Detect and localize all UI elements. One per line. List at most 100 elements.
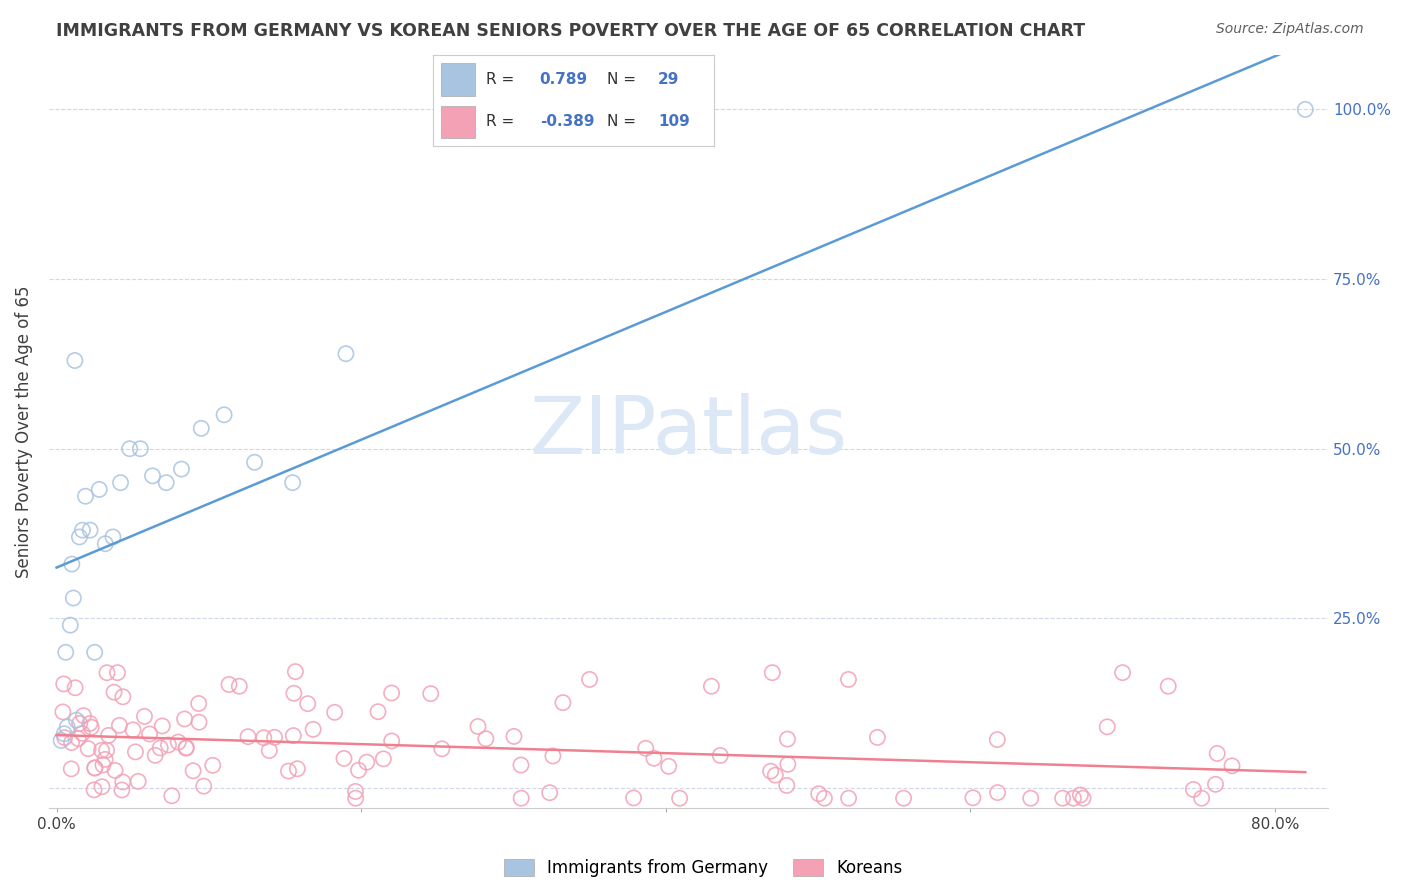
Point [79, 523, 101, 537]
Point [578, 673, 600, 687]
Point [59, 618, 82, 632]
Point [181, 764, 204, 778]
Point [356, 755, 378, 769]
Point [124, 745, 146, 759]
Point [367, 705, 389, 719]
Point [381, 734, 404, 748]
Point [138, 727, 160, 741]
Point [190, 421, 212, 435]
Point [63, 681, 86, 695]
Point [60, 735, 83, 749]
Point [67, 530, 90, 544]
Point [776, 732, 799, 747]
Point [129, 442, 152, 456]
Point [111, 775, 134, 789]
Point [193, 779, 215, 793]
Point [96, 743, 118, 757]
Point [150, 719, 173, 733]
Point [134, 709, 156, 723]
Point [510, 791, 533, 805]
Point [430, 741, 453, 756]
Point [75, 489, 97, 503]
Point [122, 723, 145, 737]
Point [111, 783, 134, 797]
Point [97, 728, 120, 742]
Point [551, 696, 574, 710]
Point [62, 591, 84, 605]
Point [776, 779, 799, 793]
Point [893, 791, 915, 805]
Point [67, 731, 90, 746]
Point [103, 685, 125, 699]
Point [668, 791, 690, 805]
Point [986, 732, 1008, 747]
Point [643, 751, 665, 765]
Point [1294, 103, 1316, 117]
Point [344, 791, 367, 805]
Point [149, 740, 172, 755]
Point [1157, 679, 1180, 693]
Point [52, 705, 75, 719]
Point [170, 462, 193, 476]
Point [283, 686, 305, 700]
Point [110, 475, 132, 490]
Point [623, 791, 645, 805]
Point [53, 727, 76, 741]
Point [1097, 720, 1119, 734]
Point [141, 468, 163, 483]
Point [91, 758, 114, 772]
Point [174, 741, 197, 756]
Point [155, 475, 177, 490]
Point [761, 665, 783, 680]
Point [228, 679, 250, 693]
Point [96, 665, 118, 680]
Point [259, 743, 281, 757]
Point [77, 741, 100, 756]
Point [283, 729, 305, 743]
Point [91, 780, 114, 794]
Point [538, 786, 561, 800]
Point [80, 720, 103, 734]
Point [49, 733, 72, 747]
Y-axis label: Seniors Poverty Over the Age of 65: Seniors Poverty Over the Age of 65 [15, 285, 32, 578]
Point [60, 762, 83, 776]
Point [79, 716, 101, 731]
Point [176, 740, 198, 755]
Point [759, 764, 782, 779]
Point [541, 748, 564, 763]
Point [347, 764, 370, 778]
Point [335, 347, 357, 361]
Point [69, 716, 91, 731]
Point [1205, 777, 1227, 791]
Point [72, 708, 94, 723]
Point [111, 690, 134, 704]
Point [1052, 791, 1074, 805]
Point [987, 786, 1010, 800]
Point [373, 752, 395, 766]
Point [634, 741, 657, 756]
Point [56, 720, 79, 734]
Point [776, 757, 799, 772]
Point [1071, 791, 1094, 805]
Point [866, 731, 889, 745]
Point [333, 751, 356, 765]
Point [167, 735, 190, 749]
Point [83, 783, 105, 797]
Point [1062, 791, 1084, 805]
Point [297, 697, 319, 711]
Point [243, 455, 266, 469]
Point [52, 677, 75, 691]
Point [475, 731, 498, 746]
Point [90, 743, 112, 757]
Point [188, 715, 211, 730]
Point [813, 791, 835, 805]
Point [157, 738, 180, 752]
Point [277, 764, 299, 778]
Point [1111, 665, 1133, 680]
Point [1191, 791, 1213, 805]
Point [281, 475, 304, 490]
Point [1182, 782, 1205, 797]
Point [118, 442, 141, 456]
Point [83, 761, 105, 775]
Point [218, 677, 240, 691]
